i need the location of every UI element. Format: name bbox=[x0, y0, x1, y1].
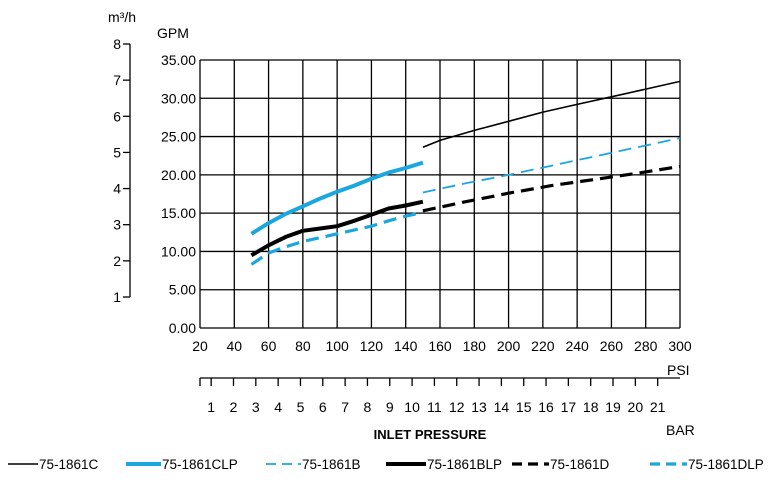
x-tick-label-psi: 300 bbox=[668, 338, 692, 354]
series-line-75-1861dlp bbox=[250, 210, 424, 266]
x-tick-label-psi: 80 bbox=[295, 338, 311, 354]
bar-tick-label: 1 bbox=[207, 399, 215, 415]
x-tick-label-psi: 100 bbox=[325, 338, 349, 354]
bar-tick-label: 20 bbox=[628, 399, 644, 415]
data-series bbox=[250, 80, 681, 266]
bar-tick-label: 9 bbox=[386, 399, 394, 415]
bar-tick-label: 6 bbox=[319, 399, 327, 415]
series-line-75-1861d bbox=[422, 164, 681, 213]
y-unit-label-m3h: m³/h bbox=[108, 9, 136, 25]
legend-label: 75-1861CLP bbox=[162, 457, 238, 472]
y-tick-label-gpm: 15.00 bbox=[161, 205, 196, 221]
y-tick-label-gpm: 5.00 bbox=[169, 282, 196, 298]
bar-tick-label: 7 bbox=[341, 399, 349, 415]
m3h-tick-label: 2 bbox=[113, 253, 121, 269]
y-tick-label-gpm: 25.00 bbox=[161, 129, 196, 145]
x-tick-label-psi: 160 bbox=[428, 338, 452, 354]
m3h-tick-label: 1 bbox=[113, 289, 121, 305]
legend-label: 75-1861DLP bbox=[688, 457, 764, 472]
x-tick-label-psi: 220 bbox=[531, 338, 555, 354]
legend-label: 75-1861C bbox=[39, 457, 99, 472]
y-tick-label-gpm: 20.00 bbox=[161, 167, 196, 183]
x-tick-label-psi: 40 bbox=[226, 338, 242, 354]
bar-tick-label: 21 bbox=[650, 399, 666, 415]
x-tick-label-psi: 200 bbox=[497, 338, 521, 354]
m3h-tick-label: 6 bbox=[113, 108, 121, 124]
bar-tick-label: 13 bbox=[471, 399, 487, 415]
x-tick-label-psi: 260 bbox=[600, 338, 624, 354]
bar-tick-label: 14 bbox=[494, 399, 510, 415]
bar-tick-label: 12 bbox=[449, 399, 465, 415]
bar-tick-label: 8 bbox=[364, 399, 372, 415]
axes: 0.00 5.00 10.00 15.00 20.00 25.00 30.00 35.00 GP… bbox=[108, 9, 695, 442]
series-line-75-1861blp bbox=[250, 199, 424, 258]
bar-tick-label: 10 bbox=[404, 399, 420, 415]
m3h-tick-label: 3 bbox=[113, 217, 121, 233]
legend-label: 75-1861B bbox=[302, 457, 361, 472]
series-line-75-1861b bbox=[422, 137, 681, 194]
y-tick-label-gpm: 30.00 bbox=[161, 90, 196, 106]
x-tick-label-psi: 120 bbox=[360, 338, 384, 354]
x-tick-label-psi: 20 bbox=[192, 338, 208, 354]
x-axis-title: INLET PRESSURE bbox=[374, 427, 487, 442]
x-tick-label-psi: 280 bbox=[634, 338, 658, 354]
bar-tick-label: 4 bbox=[274, 399, 282, 415]
bar-tick-label: 16 bbox=[538, 399, 554, 415]
bar-tick-label: 17 bbox=[561, 399, 577, 415]
x-tick-label-psi: 140 bbox=[394, 338, 418, 354]
bar-tick-label: 11 bbox=[427, 399, 442, 415]
x-tick-label-psi: 240 bbox=[565, 338, 589, 354]
legend: 75-1861C 75-1861CLP 75-1861B 75-1861BLP 75-1… bbox=[8, 457, 764, 472]
bar-tick-label: 18 bbox=[583, 399, 599, 415]
bar-tick-label: 19 bbox=[605, 399, 621, 415]
bar-tick-label: 5 bbox=[297, 399, 305, 415]
m3h-tick-label: 8 bbox=[113, 36, 121, 52]
x-tick-label-psi: 180 bbox=[463, 338, 487, 354]
m3h-tick-label: 7 bbox=[113, 72, 121, 88]
x-tick-label-psi: 60 bbox=[261, 338, 277, 354]
series-line-75-1861c bbox=[422, 80, 681, 149]
m3h-tick-label: 5 bbox=[113, 144, 121, 160]
legend-label: 75-1861BLP bbox=[427, 457, 502, 472]
bar-tick-label: 2 bbox=[230, 399, 238, 415]
x-unit-label-psi: PSI bbox=[667, 362, 690, 378]
bar-tick-label: 3 bbox=[252, 399, 260, 415]
y-tick-label-gpm: 35.00 bbox=[161, 52, 196, 68]
m3h-tick-label: 4 bbox=[113, 181, 121, 197]
y-unit-label-gpm: GPM bbox=[157, 25, 189, 41]
x-unit-label-bar: BAR bbox=[666, 422, 695, 438]
bar-tick-label: 15 bbox=[516, 399, 532, 415]
legend-label: 75-1861D bbox=[550, 457, 610, 472]
y-tick-label-gpm: 10.00 bbox=[161, 243, 196, 259]
y-tick-label-gpm: 0.00 bbox=[169, 320, 196, 336]
series-line-75-1861clp bbox=[250, 160, 424, 236]
plot-grid bbox=[199, 59, 681, 329]
